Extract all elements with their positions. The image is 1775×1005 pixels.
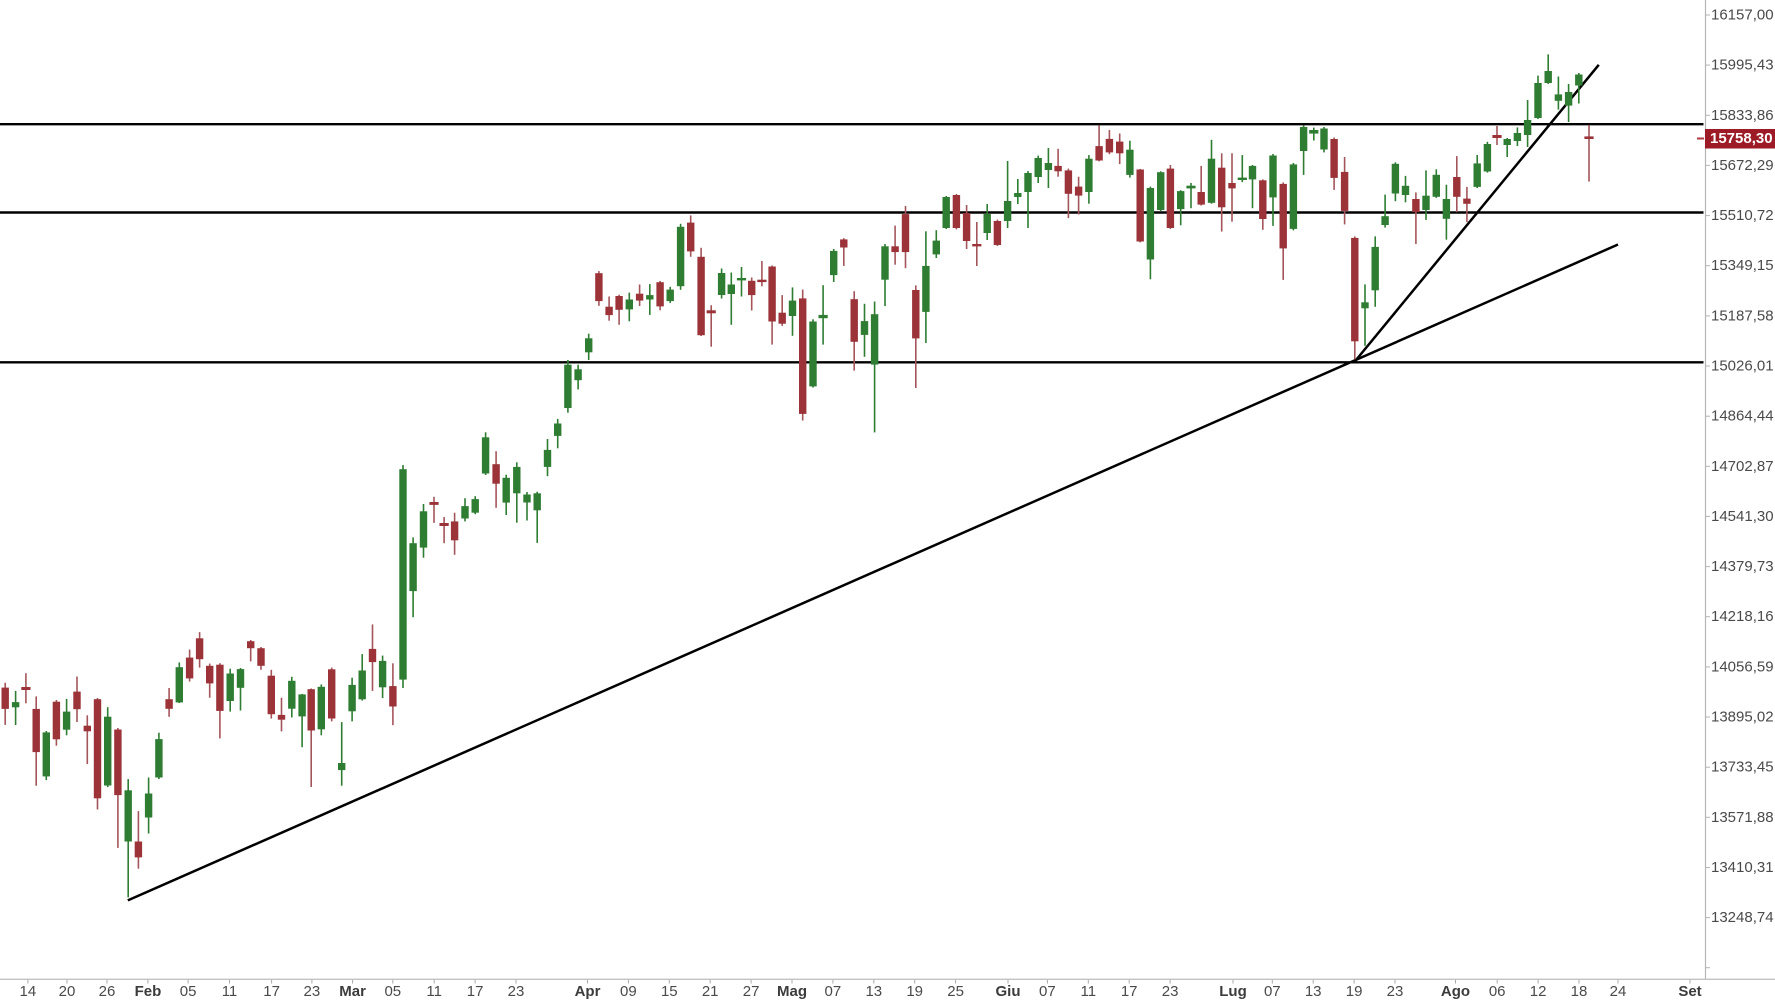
svg-text:25: 25	[947, 983, 964, 1000]
svg-text:12: 12	[1530, 983, 1547, 1000]
svg-text:15758,30: 15758,30	[1710, 130, 1773, 147]
svg-text:09: 09	[620, 983, 637, 1000]
svg-text:14056,59: 14056,59	[1711, 658, 1774, 675]
svg-text:15187,58: 15187,58	[1711, 307, 1774, 324]
svg-text:07: 07	[825, 983, 842, 1000]
svg-text:19: 19	[906, 983, 923, 1000]
svg-text:17: 17	[263, 983, 280, 1000]
svg-text:15026,01: 15026,01	[1711, 358, 1774, 375]
svg-text:17: 17	[1121, 983, 1138, 1000]
svg-text:14379,73: 14379,73	[1711, 558, 1774, 575]
svg-text:23: 23	[1387, 983, 1404, 1000]
svg-text:13410,31: 13410,31	[1711, 859, 1774, 876]
svg-text:13571,88: 13571,88	[1711, 809, 1774, 826]
svg-text:24: 24	[1610, 983, 1627, 1000]
svg-text:17: 17	[467, 983, 484, 1000]
svg-text:Lug: Lug	[1219, 983, 1247, 1000]
svg-text:07: 07	[1264, 983, 1281, 1000]
svg-text:Set: Set	[1678, 983, 1701, 1000]
svg-text:13733,45: 13733,45	[1711, 759, 1774, 776]
svg-text:Ago: Ago	[1441, 983, 1470, 1000]
svg-text:15995,43: 15995,43	[1711, 57, 1774, 74]
svg-text:21: 21	[702, 983, 719, 1000]
svg-text:Mar: Mar	[339, 983, 366, 1000]
svg-text:15672,29: 15672,29	[1711, 157, 1774, 174]
svg-text:13: 13	[865, 983, 882, 1000]
svg-text:15510,72: 15510,72	[1711, 207, 1774, 224]
svg-text:13: 13	[1305, 983, 1322, 1000]
svg-text:14218,16: 14218,16	[1711, 608, 1774, 625]
svg-text:11: 11	[1081, 983, 1097, 1000]
svg-text:Mag: Mag	[777, 983, 807, 1000]
svg-text:05: 05	[384, 983, 401, 1000]
svg-text:18: 18	[1571, 983, 1588, 1000]
svg-text:14864,44: 14864,44	[1711, 408, 1774, 425]
svg-text:11: 11	[426, 983, 442, 1000]
svg-text:11: 11	[222, 983, 238, 1000]
svg-text:15349,15: 15349,15	[1711, 257, 1774, 274]
svg-text:07: 07	[1039, 983, 1056, 1000]
svg-text:19: 19	[1346, 983, 1363, 1000]
svg-text:20: 20	[59, 983, 76, 1000]
svg-text:23: 23	[304, 983, 321, 1000]
svg-text:23: 23	[1162, 983, 1179, 1000]
svg-text:15: 15	[661, 983, 678, 1000]
svg-text:14541,30: 14541,30	[1711, 508, 1774, 525]
svg-text:05: 05	[180, 983, 197, 1000]
svg-text:06: 06	[1489, 983, 1506, 1000]
svg-text:Giu: Giu	[996, 983, 1021, 1000]
svg-text:14702,87: 14702,87	[1711, 458, 1774, 475]
svg-text:26: 26	[99, 983, 116, 1000]
svg-text:13895,02: 13895,02	[1711, 709, 1774, 726]
svg-text:Apr: Apr	[575, 983, 601, 1000]
svg-text:13248,74: 13248,74	[1711, 909, 1774, 926]
svg-text:23: 23	[508, 983, 525, 1000]
svg-text:27: 27	[743, 983, 760, 1000]
svg-text:14: 14	[20, 983, 37, 1000]
svg-text:15833,86: 15833,86	[1711, 107, 1774, 124]
svg-text:Feb: Feb	[135, 983, 162, 1000]
svg-text:16157,00: 16157,00	[1711, 7, 1774, 24]
